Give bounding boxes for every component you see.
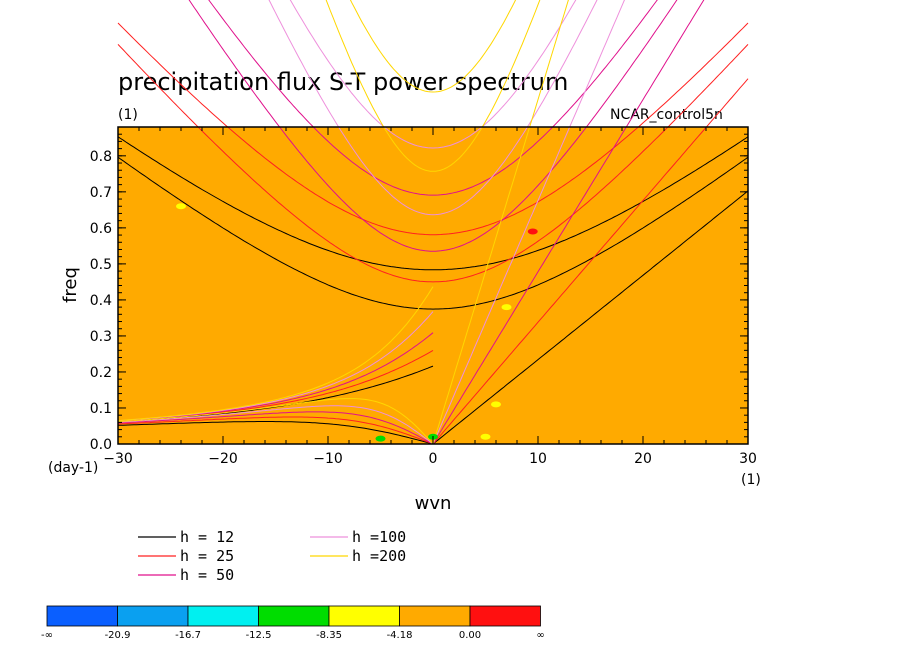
curve-h25-ig xyxy=(117,44,749,283)
curve-h12-ig2 xyxy=(117,136,749,271)
x-axis-label: wvn xyxy=(415,493,452,514)
plot-background xyxy=(118,127,748,444)
x-tick-label--30: −30 xyxy=(103,451,133,467)
dispersion-curves xyxy=(117,0,749,444)
legend-label-2: h = 50 xyxy=(180,566,234,584)
colorbar-swatch-3 xyxy=(258,605,330,627)
colorbar: -∞ -20.9 -16.7 -12.5 -8.35 -4.18 0.00 ∞ xyxy=(41,605,545,641)
colorbar-swatch-0 xyxy=(46,605,118,627)
colorbar-label-0: -∞ xyxy=(41,630,53,641)
y-tick-label-0.1: 0.1 xyxy=(90,401,112,417)
colorbar-swatch-5 xyxy=(399,605,471,627)
contour-spot-3 xyxy=(491,401,501,408)
colorbar-swatch-6 xyxy=(469,605,541,627)
colorbar-label-1: -20.9 xyxy=(105,630,131,641)
curve-h25-kel xyxy=(432,78,749,444)
colorbar-label-2: -16.7 xyxy=(175,630,201,641)
curve-h12-er xyxy=(117,421,434,444)
legend-label-1: h = 25 xyxy=(180,547,234,565)
contour-spot-4 xyxy=(527,228,538,235)
x-tick-label-0: 0 xyxy=(429,451,438,467)
legend-label-4: h =200 xyxy=(352,547,406,565)
curve-h100-kel xyxy=(432,0,625,444)
curve-h100-er xyxy=(117,405,434,444)
y-tick-label-0.6: 0.6 xyxy=(90,221,112,237)
curve-h200-ig xyxy=(325,0,541,172)
curve-h200-mrg xyxy=(117,286,434,421)
y-axis-label: freq xyxy=(60,267,81,303)
x-tick-label--10: −10 xyxy=(313,451,343,467)
colorbar-label-3: -12.5 xyxy=(246,630,272,641)
legend-label-0: h = 12 xyxy=(180,528,234,546)
y-units-label: (day-1) xyxy=(48,460,98,476)
contour-spot-6 xyxy=(176,203,186,210)
colorbar-label-5: -4.18 xyxy=(387,630,413,641)
x-tick-label-10: 10 xyxy=(529,451,547,467)
colorbar-label-7: ∞ xyxy=(536,630,544,641)
curve-h100-ig2 xyxy=(289,0,577,149)
x-tick-label-20: 20 xyxy=(634,451,652,467)
y-tick-label-0.2: 0.2 xyxy=(90,365,112,381)
curve-h12-kel xyxy=(432,190,749,444)
contour-spot-2 xyxy=(480,433,491,440)
dataset-label: NCAR_control5n xyxy=(610,107,723,123)
colorbar-swatch-2 xyxy=(187,605,259,627)
y-tick-label-0: 0.0 xyxy=(90,437,112,453)
y-tick-label-0.3: 0.3 xyxy=(90,329,112,345)
curve-h50-ig xyxy=(188,0,678,252)
y-tick-label-0.8: 0.8 xyxy=(90,149,112,165)
y-tick-label-0.4: 0.4 xyxy=(90,293,112,309)
curve-h200-ig2 xyxy=(349,0,517,93)
legend-label-3: h =100 xyxy=(352,528,406,546)
curve-h25-ig2 xyxy=(117,22,749,236)
units-label: (1) xyxy=(118,107,138,123)
curve-h50-kel xyxy=(432,0,705,444)
contour-spot-5 xyxy=(501,304,512,311)
curve-h100-ig xyxy=(268,0,598,216)
colorbar-swatch-4 xyxy=(328,605,400,627)
colorbar-label-6: 0.00 xyxy=(459,630,481,641)
curve-h50-er xyxy=(117,411,434,444)
x-units-label: (1) xyxy=(741,472,761,488)
x-tick-label--20: −20 xyxy=(208,451,238,467)
curve-h25-er xyxy=(117,416,434,444)
x-tick-label-30: 30 xyxy=(739,451,757,467)
curve-h50-ig2 xyxy=(208,0,658,196)
y-tick-label-0.7: 0.7 xyxy=(90,185,112,201)
curve-h12-ig xyxy=(117,156,749,310)
y-tick-label-0.5: 0.5 xyxy=(90,257,112,273)
curve-h200-er xyxy=(117,398,434,444)
colorbar-label-4: -8.35 xyxy=(316,630,342,641)
axes: −30 −20 −10 0 10 20 30 0.0 0.1 0.2 0.3 0.4 0.5 0.6 0.7… xyxy=(90,127,757,467)
curve-h200-kel xyxy=(432,0,569,444)
contour-spot-0 xyxy=(375,435,386,442)
colorbar-swatch-1 xyxy=(117,605,189,627)
